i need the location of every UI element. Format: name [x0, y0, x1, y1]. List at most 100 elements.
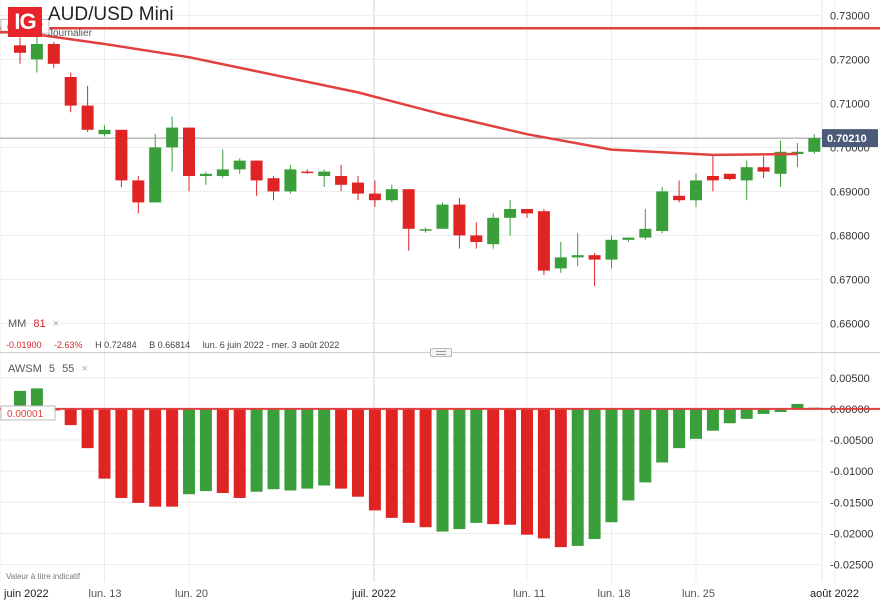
- candle-body: [723, 173, 736, 180]
- awsm-bar: [521, 408, 533, 535]
- candle-body: [284, 169, 297, 192]
- awsm-y-tick-label: -0.02500: [830, 560, 873, 572]
- awsm-bar: [436, 408, 449, 532]
- candle-body: [132, 180, 145, 203]
- awsm-y-tick-label: -0.01500: [830, 497, 873, 509]
- awsm-y-tick-label: -0.01000: [830, 466, 873, 478]
- awsm-bar: [301, 408, 314, 489]
- candle-body: [47, 44, 60, 64]
- candle-body: [537, 211, 550, 271]
- awsm-bar: [149, 408, 162, 507]
- candle-body: [14, 45, 26, 53]
- ma-indicator-period: 81: [33, 318, 46, 330]
- candle-body: [808, 138, 821, 152]
- awsm-bar: [233, 408, 246, 498]
- awsm-bar: [14, 390, 26, 409]
- candle-body: [368, 193, 381, 201]
- awsm-bar: [470, 408, 483, 523]
- awsm-bar: [402, 408, 415, 523]
- candle-body: [673, 195, 686, 201]
- candle-body: [436, 204, 449, 229]
- awsm-bar: [335, 408, 348, 489]
- awsm-bar: [588, 408, 601, 540]
- awsm-bar: [64, 408, 77, 426]
- awsm-bar: [284, 408, 297, 491]
- candle-body: [352, 182, 364, 194]
- awsm-bar: [605, 408, 618, 523]
- candle-body: [757, 167, 770, 172]
- candle-body: [30, 44, 43, 60]
- awsm-bar: [723, 408, 736, 424]
- awsm-bar: [639, 408, 652, 483]
- awsm-bar: [673, 408, 686, 449]
- y-tick-label: 0.73000: [830, 10, 870, 22]
- candle-body: [64, 77, 77, 106]
- candle-body: [571, 255, 584, 258]
- x-tick-label: lun. 25: [682, 588, 715, 600]
- y-tick-label: 0.67000: [830, 274, 870, 286]
- awsm-bar: [740, 408, 753, 419]
- awsm-bar: [132, 408, 145, 503]
- high-value: H 0.72484: [95, 340, 137, 350]
- ma-indicator-name: MM: [8, 318, 27, 330]
- y-tick-label: 0.71000: [830, 98, 870, 110]
- moving-average-line: [0, 30, 798, 157]
- change-value: -0.01900: [6, 340, 42, 350]
- awsm-close-icon[interactable]: ×: [81, 363, 88, 375]
- candle-body: [554, 257, 567, 269]
- awsm-bar: [166, 408, 179, 507]
- instrument-title: AUD/USD Mini: [48, 4, 174, 25]
- awsm-indicator-legend: AWSM 5 55 ×: [8, 363, 88, 375]
- candle-body: [656, 191, 669, 231]
- candle-body: [588, 255, 601, 260]
- awsm-bar: [791, 403, 804, 409]
- awsm-bar: [656, 408, 669, 463]
- candle-body: [487, 217, 500, 245]
- disclaimer: Valeur à titre indicatif: [6, 572, 81, 581]
- y-tick-label: 0.66000: [830, 318, 870, 330]
- y-tick-label: 0.72000: [830, 54, 870, 66]
- candle-body: [335, 176, 348, 185]
- candle-body: [791, 151, 804, 154]
- awsm-bar: [81, 408, 94, 449]
- candle-body: [774, 151, 787, 174]
- awsm-bar: [216, 408, 229, 493]
- candle-body: [115, 129, 128, 181]
- awsm-bar: [250, 408, 263, 492]
- awsm-bar: [30, 388, 43, 409]
- awsm-indicator-p2: 55: [62, 363, 75, 375]
- candle-body: [504, 209, 517, 218]
- awsm-bar: [419, 408, 432, 528]
- candle-body: [318, 171, 331, 176]
- awsm-bar: [453, 408, 466, 530]
- pane-resize-handle[interactable]: [430, 348, 452, 357]
- awsm-bar: [706, 408, 719, 431]
- candle-body: [166, 127, 179, 148]
- candle-body: [740, 167, 753, 181]
- candle-body: [470, 235, 483, 242]
- candle-body: [385, 189, 398, 201]
- candle-body: [453, 204, 466, 236]
- x-tick-label: lun. 11: [513, 588, 545, 600]
- awsm-bar: [487, 408, 500, 525]
- awsm-bar: [115, 408, 128, 498]
- candle-body: [216, 169, 229, 176]
- awsm-indicator-p1: 5: [48, 363, 55, 375]
- awsm-value-badge: [0, 405, 56, 421]
- awsm-bar: [98, 408, 111, 479]
- date-range: lun. 6 juin 2022 - mer. 3 août 2022: [202, 340, 340, 350]
- candle-body: [149, 147, 162, 203]
- awsm-bar: [537, 408, 550, 539]
- candle-body: [402, 189, 415, 229]
- candle-body: [98, 129, 111, 135]
- x-tick-label: lun. 20: [175, 588, 208, 600]
- ma-close-icon[interactable]: ×: [52, 318, 60, 330]
- awsm-bar: [504, 408, 517, 525]
- y-tick-label: 0.69000: [830, 186, 870, 198]
- awsm-y-tick-label: 0.00500: [830, 373, 870, 385]
- candle-body: [250, 160, 263, 181]
- candle-body: [690, 180, 702, 201]
- awsm-bar: [267, 408, 280, 490]
- awsm-bar: [757, 408, 770, 414]
